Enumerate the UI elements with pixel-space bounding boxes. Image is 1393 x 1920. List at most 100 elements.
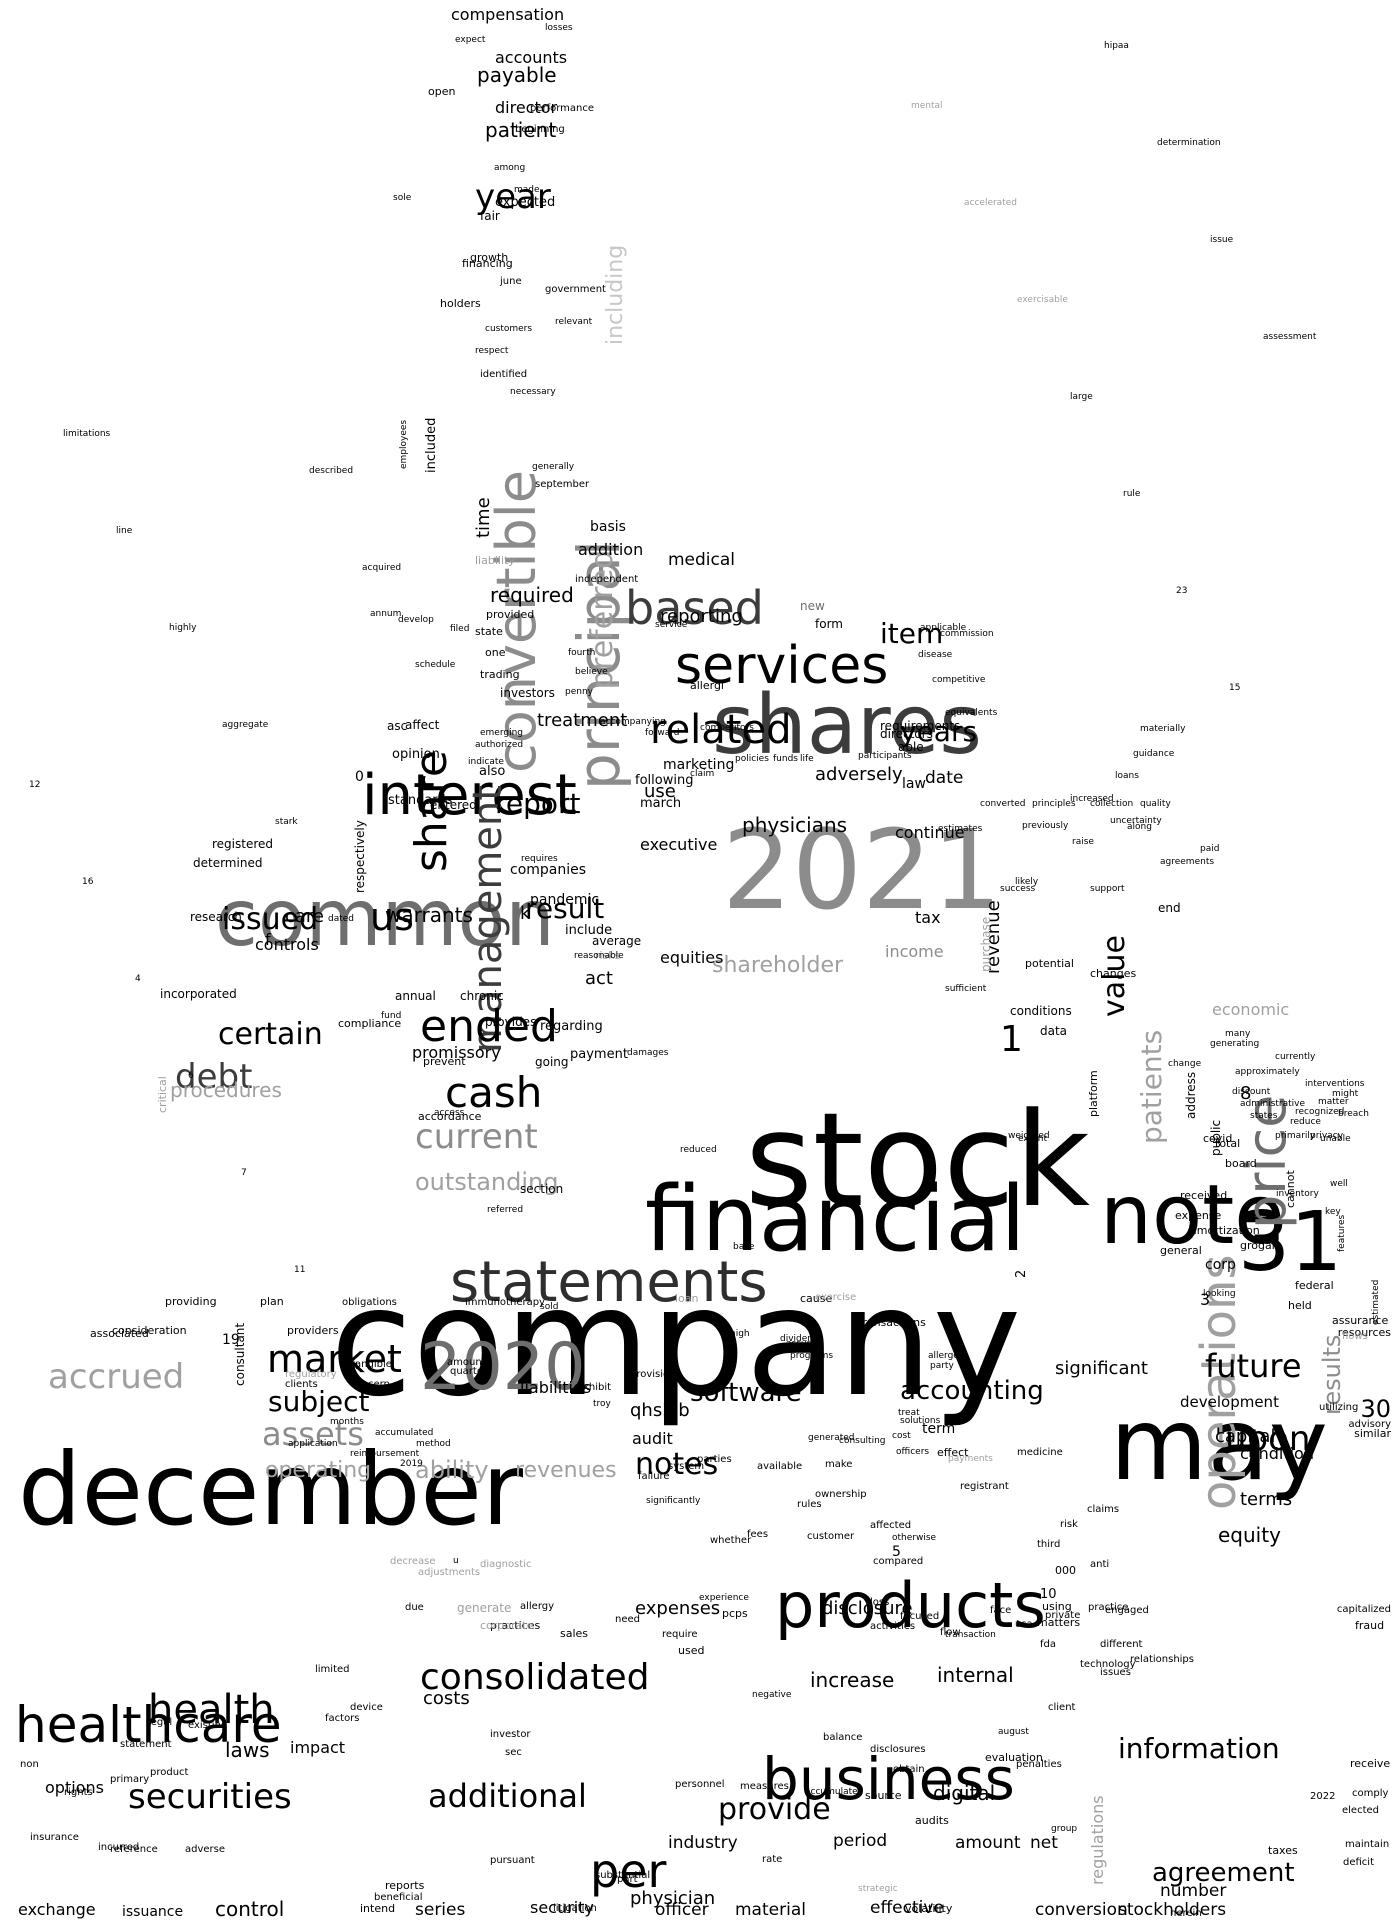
word-parties: parties (697, 1454, 732, 1465)
word-administrative: administrative (1240, 1099, 1306, 1109)
word-disclosure: disclosure (822, 1598, 913, 1619)
word-officer: officer (655, 1900, 709, 1920)
word-held: held (1288, 1299, 1312, 1312)
word-compensation: compensation (451, 5, 565, 24)
word-existing: existing (188, 1720, 228, 1731)
word-necessary: necessary (510, 387, 556, 397)
word-costs: costs (423, 1688, 470, 1709)
word-weighted: weighted (1008, 1131, 1050, 1141)
word-maintain: maintain (1345, 1839, 1390, 1850)
word-allergi: allergi (690, 679, 724, 692)
word-exercise: exercise (815, 1292, 857, 1303)
word-ownership: ownership (815, 1489, 867, 1500)
word-8: 8 (1240, 1083, 1252, 1104)
word-accrued: accrued (48, 1357, 185, 1397)
word-note: note (1100, 1168, 1285, 1263)
word-0: 0 (355, 769, 364, 785)
word-executive: executive (640, 835, 718, 854)
word-chronic: chronic (460, 989, 504, 1003)
word-beginning: beginning (515, 124, 565, 135)
word-us: us (370, 895, 414, 939)
word-issue: issue (1210, 235, 1234, 245)
word-support: support (1090, 884, 1125, 894)
word-providing: providing (165, 1295, 217, 1308)
word-audit: audit (632, 1429, 673, 1448)
word-treat: treat (898, 1408, 920, 1418)
word-corporate: corporate (480, 1619, 534, 1632)
word-inventory: inventory (1276, 1189, 1319, 1199)
word-access: access (434, 1108, 465, 1118)
word-months: months (330, 1417, 364, 1427)
word-make: make (825, 1459, 853, 1470)
word-forward: forward (645, 728, 680, 738)
word-programs: programs (790, 1351, 834, 1361)
word-procedures: procedures (170, 1078, 282, 1102)
word-provided: provided (486, 608, 535, 621)
word-hipaa: hipaa (1104, 41, 1129, 51)
word-business: business (762, 1745, 1015, 1813)
word-similar: similar (1354, 1427, 1391, 1440)
word-additional: additional (428, 1777, 587, 1815)
word-board: board (1225, 1157, 1257, 1170)
word-k: k (520, 903, 531, 924)
word-law: law (902, 776, 926, 792)
word-research: research (190, 910, 242, 924)
word-total: total (1215, 1137, 1241, 1150)
word-end: end (1158, 901, 1181, 915)
word-operating: operating (265, 1458, 372, 1483)
word-affect: affect (405, 718, 440, 732)
word-4: 4 (135, 974, 141, 984)
word-expenses: expenses (635, 1598, 721, 1619)
word-disease: disease (918, 650, 953, 660)
word-agreement: agreement (1152, 1858, 1295, 1888)
word-11: 11 (294, 1265, 306, 1275)
word-performance: performance (530, 103, 595, 114)
word-federal: federal (1295, 1279, 1334, 1292)
word-new: new (800, 599, 825, 613)
word-rights: rights (64, 1787, 93, 1798)
word-august: august (998, 1727, 1029, 1737)
word-accordance: accordance (418, 1110, 482, 1123)
word-balance: balance (823, 1732, 863, 1743)
word-resources: resources (1337, 1326, 1391, 1339)
word-obligations: obligations (342, 1297, 397, 1308)
word-registered: registered (212, 837, 274, 851)
word-patients: patients (1135, 1029, 1168, 1145)
word-estimates: estimates (938, 824, 983, 834)
word-december: december (18, 1431, 524, 1548)
word-5: 5 (892, 1544, 901, 1560)
word-principles: principles (1032, 799, 1076, 809)
word-disclosures: disclosures (870, 1744, 926, 1755)
word-june: june (500, 276, 522, 287)
word-investor: investor (490, 1729, 531, 1740)
word-assessment: assessment (1263, 332, 1317, 342)
word-physicians: physicians (742, 813, 848, 837)
word-prevent: prevent (423, 1055, 466, 1068)
word-significant: significant (1055, 1358, 1148, 1379)
word-one: one (485, 646, 506, 659)
word-grogan: grogan (1240, 1239, 1279, 1252)
word-flow: flow (940, 1627, 961, 1638)
word-privacy: privacy (1310, 1131, 1344, 1141)
word-damages: damages (627, 1048, 669, 1058)
word-sales: sales (560, 1627, 589, 1640)
word-u: u (453, 1556, 459, 1566)
word-able: able (898, 740, 924, 754)
word-time: time (473, 496, 494, 538)
word-medical: medical (668, 550, 736, 570)
word-march: march (640, 796, 682, 811)
word-fair: fair (480, 209, 500, 223)
word-using: using (1042, 1600, 1072, 1613)
word-acquired: acquired (362, 563, 402, 573)
word-net: net (1030, 1833, 1058, 1853)
word-usa: usa (1015, 1619, 1033, 1630)
word-general: general (1160, 1244, 1202, 1257)
word-fees: fees (747, 1529, 769, 1540)
word-otherwise: otherwise (892, 1533, 937, 1543)
word-whether: whether (710, 1535, 752, 1546)
word-addition: addition (578, 540, 644, 559)
word-materially: materially (1140, 724, 1186, 734)
word-agreements: agreements (1160, 857, 1215, 867)
word-key: key (1325, 1207, 1341, 1217)
word-penalties: penalties (1016, 1759, 1062, 1770)
